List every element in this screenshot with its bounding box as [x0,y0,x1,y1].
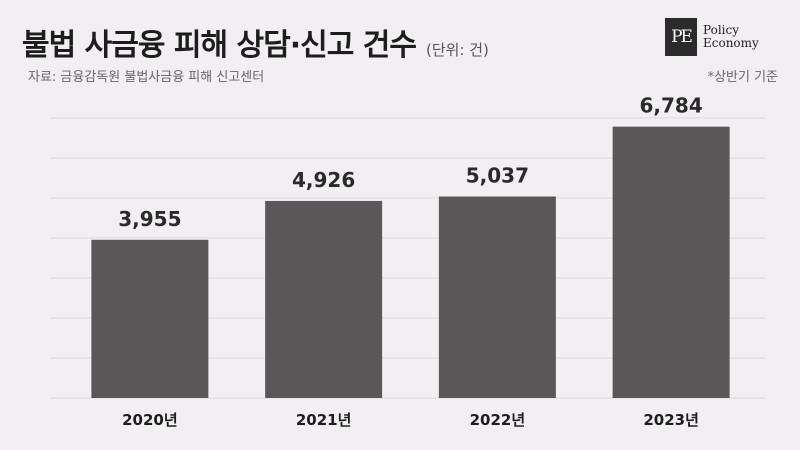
logo-line-1: Policy [703,23,739,37]
logo-mark: PE [665,18,697,56]
logo-text: Policy Economy [703,24,759,50]
source-note: 자료: 금융감독원 불법사금융 피해 신고센터 [28,70,265,85]
logo-line-2: Economy [703,36,759,50]
x-tick-label-1: 2021년 [296,411,352,429]
bar-0 [91,239,209,398]
title-row: 불법 사금융 피해 상담·신고 건수 (단위: 건) [22,20,489,64]
policy-economy-logo: PE Policy Economy [665,18,759,56]
data-label-3: 6,784 [639,94,702,118]
data-label-0: 3,955 [118,207,181,231]
data-label-2: 5,037 [466,164,529,188]
bar-1 [265,200,383,398]
data-label-1: 4,926 [292,168,355,192]
x-tick-label-2: 2022년 [470,411,526,429]
bar-2 [438,196,556,398]
x-tick-label-3: 2023년 [643,411,699,429]
footnote: *상반기 기준 [707,70,778,85]
x-tick-label-0: 2020년 [122,411,178,429]
unit-label: (단위: 건) [425,41,489,59]
chart-title: 불법 사금융 피해 상담·신고 건수 [22,28,417,63]
bar-3 [612,126,730,398]
